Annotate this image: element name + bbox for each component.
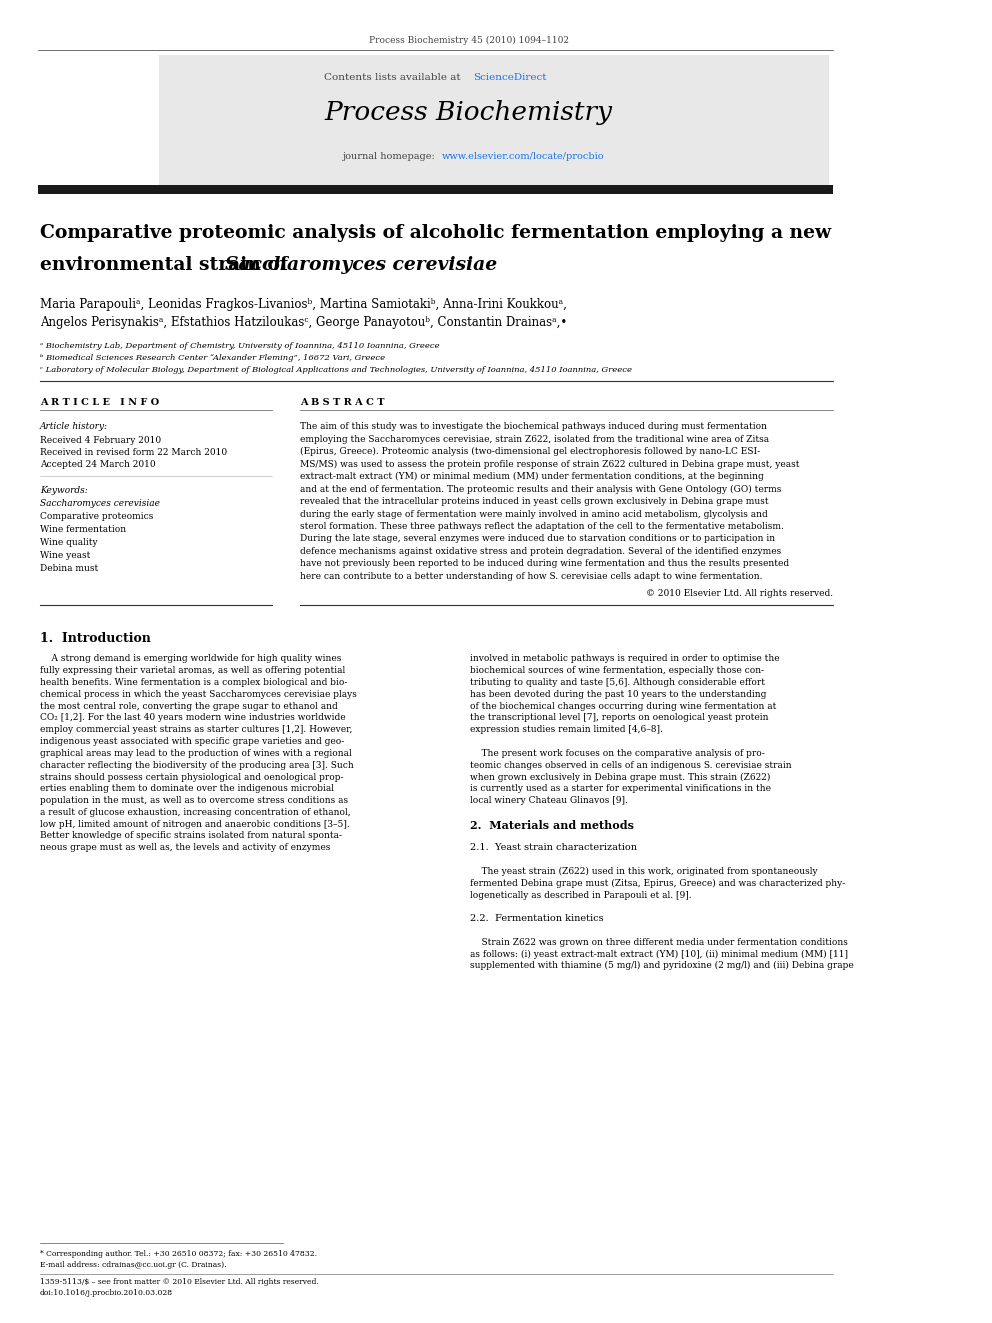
Text: journal homepage:: journal homepage: xyxy=(342,152,438,161)
Text: The aim of this study was to investigate the biochemical pathways induced during: The aim of this study was to investigate… xyxy=(301,422,768,431)
Text: have not previously been reported to be induced during wine fermentation and thu: have not previously been reported to be … xyxy=(301,560,790,569)
Text: when grown exclusively in Debina grape must. This strain (Z622): when grown exclusively in Debina grape m… xyxy=(470,773,771,782)
Text: of the biochemical changes occurring during wine fermentation at: of the biochemical changes occurring dur… xyxy=(470,701,777,710)
Text: Process Biochemistry: Process Biochemistry xyxy=(324,101,613,124)
Text: chemical process in which the yeast Saccharomyces cerevisiae plays: chemical process in which the yeast Sacc… xyxy=(40,689,356,699)
Text: tributing to quality and taste [5,6]. Although considerable effort: tributing to quality and taste [5,6]. Al… xyxy=(470,679,766,687)
Text: fermented Debina grape must (Zitsa, Epirus, Greece) and was characterized phy-: fermented Debina grape must (Zitsa, Epir… xyxy=(470,878,846,888)
Bar xyxy=(38,185,833,194)
Text: Debina must: Debina must xyxy=(40,564,98,573)
Text: A B S T R A C T: A B S T R A C T xyxy=(301,398,385,407)
Text: A R T I C L E   I N F O: A R T I C L E I N F O xyxy=(40,398,159,407)
Text: and at the end of fermentation. The proteomic results and their analysis with Ge: and at the end of fermentation. The prot… xyxy=(301,484,782,493)
Text: the transcriptional level [7], reports on oenological yeast protein: the transcriptional level [7], reports o… xyxy=(470,713,769,722)
Text: © 2010 Elsevier Ltd. All rights reserved.: © 2010 Elsevier Ltd. All rights reserved… xyxy=(646,589,833,598)
Text: population in the must, as well as to overcome stress conditions as: population in the must, as well as to ov… xyxy=(40,796,348,806)
Text: low pH, limited amount of nitrogen and anaerobic conditions [3–5].: low pH, limited amount of nitrogen and a… xyxy=(40,820,349,828)
Text: erties enabling them to dominate over the indigenous microbial: erties enabling them to dominate over th… xyxy=(40,785,333,794)
Text: doi:10.1016/j.procbio.2010.03.028: doi:10.1016/j.procbio.2010.03.028 xyxy=(40,1289,173,1297)
Text: expression studies remain limited [4,6–8].: expression studies remain limited [4,6–8… xyxy=(470,725,664,734)
Text: a result of glucose exhaustion, increasing concentration of ethanol,: a result of glucose exhaustion, increasi… xyxy=(40,808,350,816)
Text: the most central role, converting the grape sugar to ethanol and: the most central role, converting the gr… xyxy=(40,701,337,710)
Text: defence mechanisms against oxidative stress and protein degradation. Several of : defence mechanisms against oxidative str… xyxy=(301,546,782,556)
Text: has been devoted during the past 10 years to the understanding: has been devoted during the past 10 year… xyxy=(470,689,767,699)
Text: The present work focuses on the comparative analysis of pro-: The present work focuses on the comparat… xyxy=(470,749,765,758)
Text: MS/MS) was used to assess the protein profile response of strain Z622 cultured i: MS/MS) was used to assess the protein pr… xyxy=(301,459,800,468)
Text: neous grape must as well as, the levels and activity of enzymes: neous grape must as well as, the levels … xyxy=(40,843,330,852)
Text: strains should possess certain physiological and oenological prop-: strains should possess certain physiolog… xyxy=(40,773,343,782)
Text: local winery Chateau Glinavos [9].: local winery Chateau Glinavos [9]. xyxy=(470,796,628,806)
Text: Comparative proteomic analysis of alcoholic fermentation employing a new: Comparative proteomic analysis of alcoho… xyxy=(40,224,831,242)
Text: extract-malt extract (YM) or minimal medium (MM) under fermentation conditions, : extract-malt extract (YM) or minimal med… xyxy=(301,472,764,482)
Text: biochemical sources of wine fermentation, especially those con-: biochemical sources of wine fermentation… xyxy=(470,667,765,675)
Text: Strain Z622 was grown on three different media under fermentation conditions: Strain Z622 was grown on three different… xyxy=(470,938,848,947)
Text: graphical areas may lead to the production of wines with a regional: graphical areas may lead to the producti… xyxy=(40,749,351,758)
Text: character reflecting the biodiversity of the producing area [3]. Such: character reflecting the biodiversity of… xyxy=(40,761,353,770)
Text: Received 4 February 2010: Received 4 February 2010 xyxy=(40,437,161,445)
Text: Wine quality: Wine quality xyxy=(40,538,97,546)
Text: 2.1.  Yeast strain characterization: 2.1. Yeast strain characterization xyxy=(470,843,638,852)
Text: sterol formation. These three pathways reflect the adaptation of the cell to the: sterol formation. These three pathways r… xyxy=(301,523,785,531)
Text: teomic changes observed in cells of an indigenous S. cerevisiae strain: teomic changes observed in cells of an i… xyxy=(470,761,792,770)
Text: ᵇ Biomedical Sciences Research Center “Alexander Fleming”, 16672 Vari, Greece: ᵇ Biomedical Sciences Research Center “A… xyxy=(40,355,385,363)
Text: as follows: (i) yeast extract-malt extract (YM) [10], (ii) minimal medium (MM) [: as follows: (i) yeast extract-malt extra… xyxy=(470,950,848,959)
Text: ᶜ Laboratory of Molecular Biology, Department of Biological Applications and Tec: ᶜ Laboratory of Molecular Biology, Depar… xyxy=(40,366,632,374)
Text: revealed that the intracellular proteins induced in yeast cells grown exclusivel: revealed that the intracellular proteins… xyxy=(301,497,769,505)
Text: 2.  Materials and methods: 2. Materials and methods xyxy=(470,820,635,831)
Text: Keywords:: Keywords: xyxy=(40,486,87,495)
Text: employing the Saccharomyces cerevisiae, strain Z622, isolated from the tradition: employing the Saccharomyces cerevisiae, … xyxy=(301,434,770,443)
Text: Process Biochemistry 45 (2010) 1094–1102: Process Biochemistry 45 (2010) 1094–1102 xyxy=(369,36,568,45)
Text: employ commercial yeast strains as starter cultures [1,2]. However,: employ commercial yeast strains as start… xyxy=(40,725,352,734)
Text: ScienceDirect: ScienceDirect xyxy=(473,73,547,82)
Text: environmental strain of: environmental strain of xyxy=(40,255,295,274)
Text: health benefits. Wine fermentation is a complex biological and bio-: health benefits. Wine fermentation is a … xyxy=(40,679,347,687)
Text: Contents lists available at: Contents lists available at xyxy=(324,73,464,82)
Text: during the early stage of fermentation were mainly involved in amino acid metabo: during the early stage of fermentation w… xyxy=(301,509,768,519)
Text: ᵃ Biochemistry Lab, Department of Chemistry, University of Ioannina, 45110 Ioann: ᵃ Biochemistry Lab, Department of Chemis… xyxy=(40,343,439,351)
Text: Accepted 24 March 2010: Accepted 24 March 2010 xyxy=(40,460,156,468)
Text: here can contribute to a better understanding of how S. cerevisiae cells adapt t: here can contribute to a better understa… xyxy=(301,572,763,581)
Text: Wine yeast: Wine yeast xyxy=(40,550,90,560)
Text: Maria Parapouliᵃ, Leonidas Fragkos-Livaniosᵇ, Martina Samiotakiᵇ, Anna-Irini Kou: Maria Parapouliᵃ, Leonidas Fragkos-Livan… xyxy=(40,298,566,311)
Text: Received in revised form 22 March 2010: Received in revised form 22 March 2010 xyxy=(40,448,227,456)
Text: CO₂ [1,2]. For the last 40 years modern wine industries worldwide: CO₂ [1,2]. For the last 40 years modern … xyxy=(40,713,345,722)
Text: Saccharomyces cerevisiae: Saccharomyces cerevisiae xyxy=(40,499,160,508)
Text: involved in metabolic pathways is required in order to optimise the: involved in metabolic pathways is requir… xyxy=(470,655,780,664)
Text: * Corresponding author. Tel.: +30 26510 08372; fax: +30 26510 47832.: * Corresponding author. Tel.: +30 26510 … xyxy=(40,1250,316,1258)
Bar xyxy=(159,56,829,185)
Text: www.elsevier.com/locate/procbio: www.elsevier.com/locate/procbio xyxy=(442,152,605,161)
Text: (Epirus, Greece). Proteomic analysis (two-dimensional gel electrophoresis follow: (Epirus, Greece). Proteomic analysis (tw… xyxy=(301,447,761,456)
Text: is currently used as a starter for experimental vinifications in the: is currently used as a starter for exper… xyxy=(470,785,772,794)
Text: Comparative proteomics: Comparative proteomics xyxy=(40,512,153,521)
Text: Saccharomyces cerevisiae: Saccharomyces cerevisiae xyxy=(225,255,497,274)
Text: Angelos Perisynakisᵃ, Efstathios Hatziloukasᶜ, George Panayotouᵇ, Constantin Dra: Angelos Perisynakisᵃ, Efstathios Hatzilo… xyxy=(40,316,566,329)
Text: indigenous yeast associated with specific grape varieties and geo-: indigenous yeast associated with specifi… xyxy=(40,737,344,746)
Text: Article history:: Article history: xyxy=(40,422,108,431)
Text: logenetically as described in Parapouli et al. [9].: logenetically as described in Parapouli … xyxy=(470,890,692,900)
Text: E-mail address: cdrainas@cc.uoi.gr (C. Drainas).: E-mail address: cdrainas@cc.uoi.gr (C. D… xyxy=(40,1261,226,1269)
Text: Better knowledge of specific strains isolated from natural sponta-: Better knowledge of specific strains iso… xyxy=(40,831,341,840)
Text: A strong demand is emerging worldwide for high quality wines: A strong demand is emerging worldwide fo… xyxy=(40,655,341,664)
Text: 1359-5113/$ – see front matter © 2010 Elsevier Ltd. All rights reserved.: 1359-5113/$ – see front matter © 2010 El… xyxy=(40,1278,318,1286)
Text: Wine fermentation: Wine fermentation xyxy=(40,525,126,534)
Text: fully expressing their varietal aromas, as well as offering potential: fully expressing their varietal aromas, … xyxy=(40,667,345,675)
Text: The yeast strain (Z622) used in this work, originated from spontaneously: The yeast strain (Z622) used in this wor… xyxy=(470,867,818,876)
Text: 1.  Introduction: 1. Introduction xyxy=(40,632,151,646)
Text: During the late stage, several enzymes were induced due to starvation conditions: During the late stage, several enzymes w… xyxy=(301,534,776,544)
Text: supplemented with thiamine (5 mg/l) and pyridoxine (2 mg/l) and (iii) Debina gra: supplemented with thiamine (5 mg/l) and … xyxy=(470,962,854,971)
Text: 2.2.  Fermentation kinetics: 2.2. Fermentation kinetics xyxy=(470,914,604,923)
